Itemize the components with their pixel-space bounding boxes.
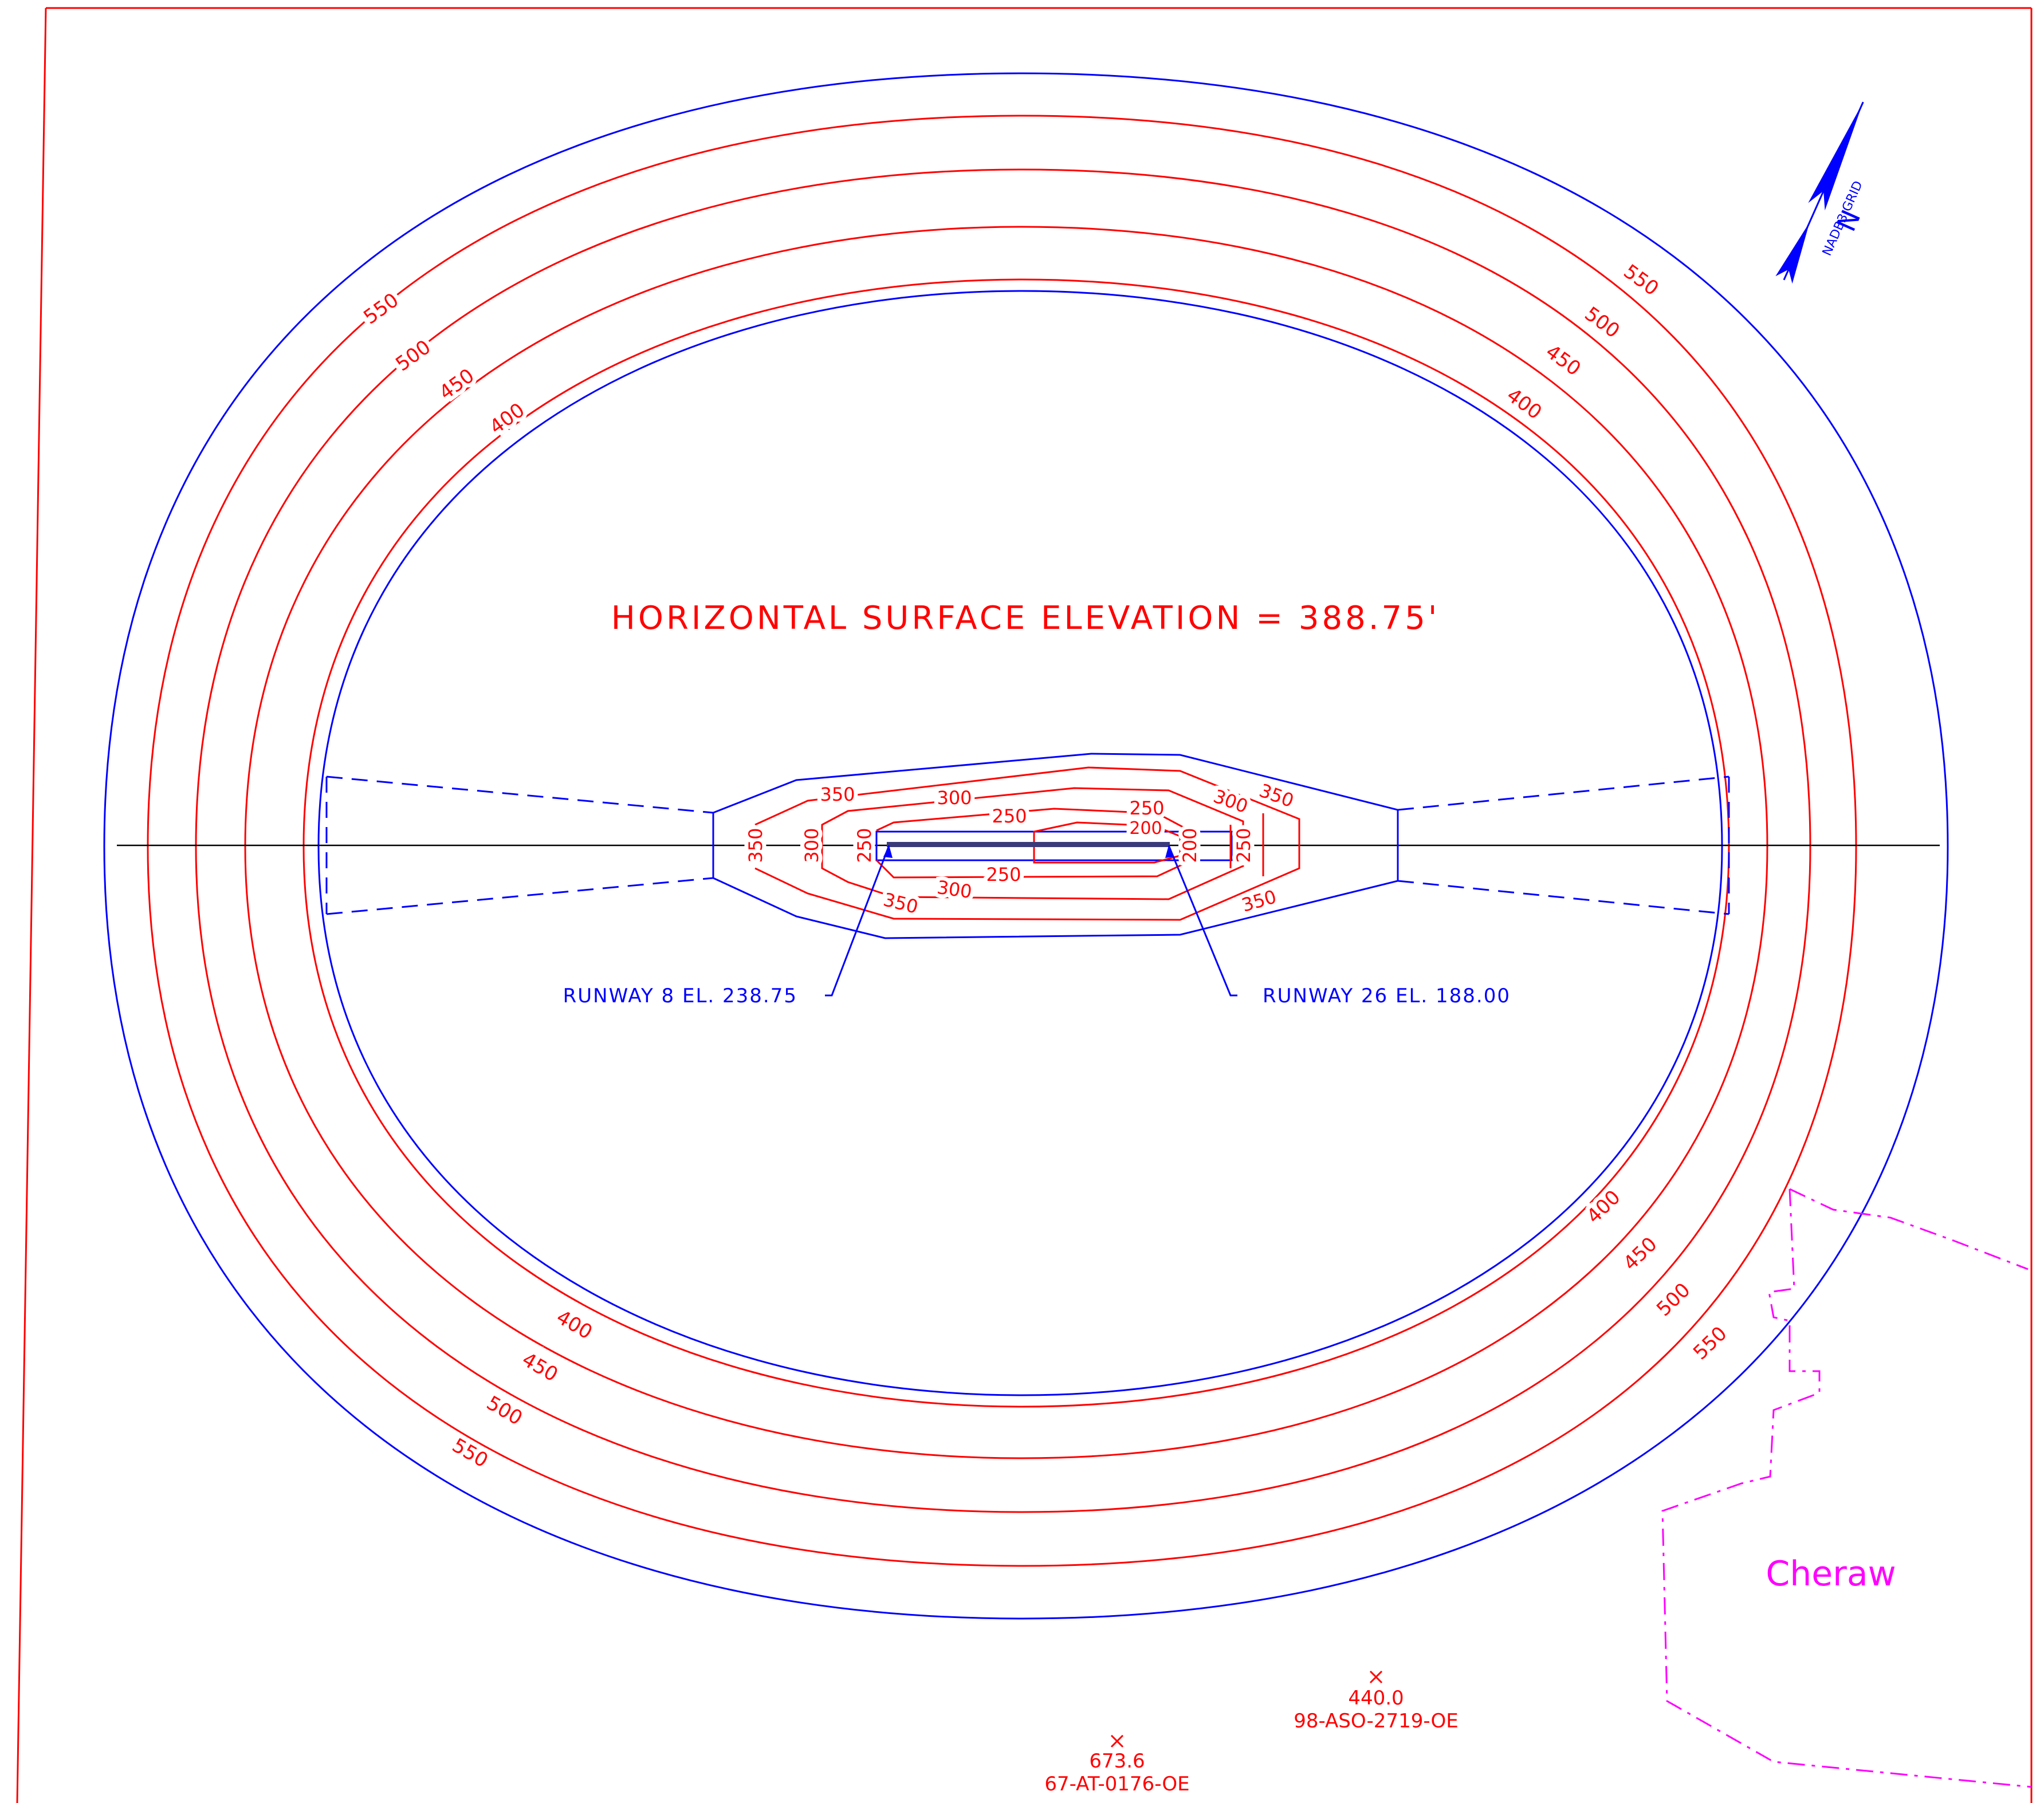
contour-550	[147, 115, 1857, 1567]
runway-8-leader	[825, 845, 890, 997]
contour-label-450-nw: 450	[435, 364, 478, 405]
approach-label-200: 200	[1129, 818, 1162, 838]
primary-surface	[875, 830, 1233, 861]
contour-label-400-sw: 400	[552, 1306, 596, 1344]
approach-label-350-bottom-left: 350	[881, 888, 920, 918]
contour-label-400-ne: 400	[1503, 384, 1546, 424]
approach-label-250-bottom: 250	[986, 864, 1021, 885]
contour-400	[302, 278, 1730, 1408]
horizontal-surface-boundary	[317, 290, 1723, 1396]
contour-label-400-se: 400	[1582, 1186, 1625, 1228]
contour-label-550-se: 550	[1689, 1322, 1731, 1364]
approach-contour-250	[875, 808, 1193, 879]
runway-26-arrowhead	[1165, 845, 1174, 858]
contour-label-500-se: 500	[1652, 1278, 1695, 1321]
runway-8-arrowhead	[883, 845, 893, 858]
approach-label-250-left-vertical: 250	[854, 828, 875, 863]
obstruction-2-elevation: 673.6	[1089, 1750, 1145, 1773]
approach-contour-350	[754, 766, 1300, 921]
page-title: HORIZONTAL SURFACE ELEVATION = 388.75'	[611, 600, 1440, 637]
approach-label-300-top-right: 300	[1210, 785, 1251, 818]
approach-label-300-top-left: 300	[937, 787, 972, 809]
approach-label-350-top-right: 350	[1256, 780, 1296, 812]
approach-label-300-left-vertical: 300	[801, 828, 823, 863]
approach-label-250-right-vertical: 250	[1233, 828, 1255, 863]
approach-contour-200	[1033, 821, 1181, 864]
approach-surfaces	[325, 775, 1730, 915]
contour-label-500-ne: 500	[1581, 302, 1624, 343]
city-limits-boundary-2	[1661, 1188, 2032, 1788]
place-name-cheraw: Cheraw	[1766, 1554, 1896, 1594]
obstruction-marker-1	[1369, 1670, 1383, 1684]
contour-label-450-se: 450	[1619, 1233, 1661, 1275]
contour-500	[195, 168, 1811, 1513]
contour-label-550-sw: 550	[448, 1434, 492, 1473]
runway-26-leader	[1168, 845, 1237, 997]
obstruction-2-id: 67-AT-0176-OE	[1044, 1773, 1189, 1796]
contour-label-500-sw: 500	[482, 1392, 526, 1430]
approach-contour-300	[821, 787, 1244, 900]
approach-label-250-top-right: 250	[1129, 797, 1164, 819]
obstruction-marker-2	[1110, 1734, 1124, 1748]
approach-label-300-bottom: 300	[935, 876, 973, 903]
approach-label-200-right-vertical: 200	[1179, 828, 1201, 863]
approach-label-350-top-left: 350	[820, 784, 855, 805]
approach-label-350-left-vertical: 350	[745, 828, 767, 863]
sheet-border	[16, 7, 2033, 1803]
transitional-outline	[712, 753, 1399, 939]
runway-8-label: RUNWAY 8 EL. 238.75	[563, 985, 797, 1007]
city-limits-boundary	[1789, 1188, 2029, 1270]
contour-label-450-ne: 450	[1542, 340, 1585, 381]
approach-label-250-top-left: 250	[992, 805, 1027, 827]
runway-26-label: RUNWAY 26 EL. 188.00	[1263, 985, 1511, 1007]
contour-label-400-nw: 400	[485, 399, 529, 439]
north-arrow-icon	[1775, 101, 1864, 284]
runway	[887, 842, 1170, 847]
obstruction-1-id: 98-ASO-2719-OE	[1294, 1710, 1459, 1733]
obstruction-1-elevation: 440.0	[1348, 1687, 1404, 1710]
contour-450	[244, 226, 1768, 1459]
conical-surface-boundary	[103, 72, 1949, 1620]
